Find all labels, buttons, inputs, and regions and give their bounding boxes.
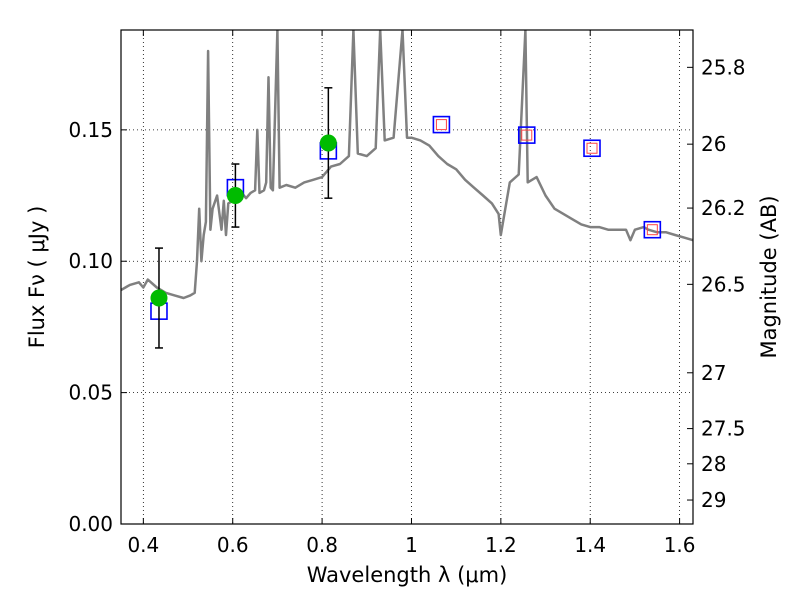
model_bandpass-marker xyxy=(517,126,536,144)
y2-tick-label: 29 xyxy=(701,488,726,512)
y2-tick-label: 28 xyxy=(701,452,726,476)
y-tick-label: 0.05 xyxy=(68,381,113,405)
y2-tick-label: 26.2 xyxy=(701,196,746,220)
model_predicted-marker xyxy=(521,129,533,141)
model_bandpass-marker xyxy=(583,139,601,158)
x-tick-label: 1.4 xyxy=(574,533,606,557)
observed-point xyxy=(150,289,168,307)
y-axis: 0.00 0.05 0.10 0.15 xyxy=(68,118,127,536)
model_bandpass-marker xyxy=(432,115,451,134)
y-axis-label: Flux Fν ( μJy ) xyxy=(25,206,49,349)
y2-axis: 25.8 26 26.2 26.5 27 27.5 28 29 xyxy=(687,55,746,512)
x-tick-label: 1 xyxy=(405,533,418,557)
y2-tick-label: 26 xyxy=(701,132,726,156)
y-tick-label: 0.00 xyxy=(68,512,113,536)
y2-tick-label: 27.5 xyxy=(701,417,746,441)
model_predicted-marker xyxy=(435,119,447,131)
y2-tick-label: 27 xyxy=(701,361,726,385)
x-axis-label: Wavelength λ (μm) xyxy=(307,563,508,587)
x-tick-label: 0.6 xyxy=(217,533,249,557)
x-tick-label: 0.4 xyxy=(127,533,159,557)
observed-point xyxy=(319,134,337,152)
spectrum-layer xyxy=(121,30,693,300)
y2-tick-label: 25.8 xyxy=(701,55,746,79)
spectrum-line xyxy=(121,30,693,300)
x-axis: 0.4 0.6 0.8 1 1.2 1.4 1.6 xyxy=(127,30,696,557)
y2-tick-label: 26.5 xyxy=(701,272,746,296)
x-tick-label: 0.8 xyxy=(306,533,338,557)
model_predicted-marker xyxy=(646,224,658,236)
model_bandpass-marker xyxy=(643,220,662,239)
y-tick-label: 0.15 xyxy=(68,118,113,142)
model_predicted-marker xyxy=(586,142,598,154)
marker-layer xyxy=(150,87,662,349)
plot-frame xyxy=(120,29,694,525)
y2-axis-label: Magnitude (AB) xyxy=(757,195,781,358)
observed-point xyxy=(226,187,244,205)
y-tick-label: 0.10 xyxy=(68,249,113,273)
x-tick-label: 1.2 xyxy=(485,533,517,557)
x-tick-label: 1.6 xyxy=(664,533,696,557)
